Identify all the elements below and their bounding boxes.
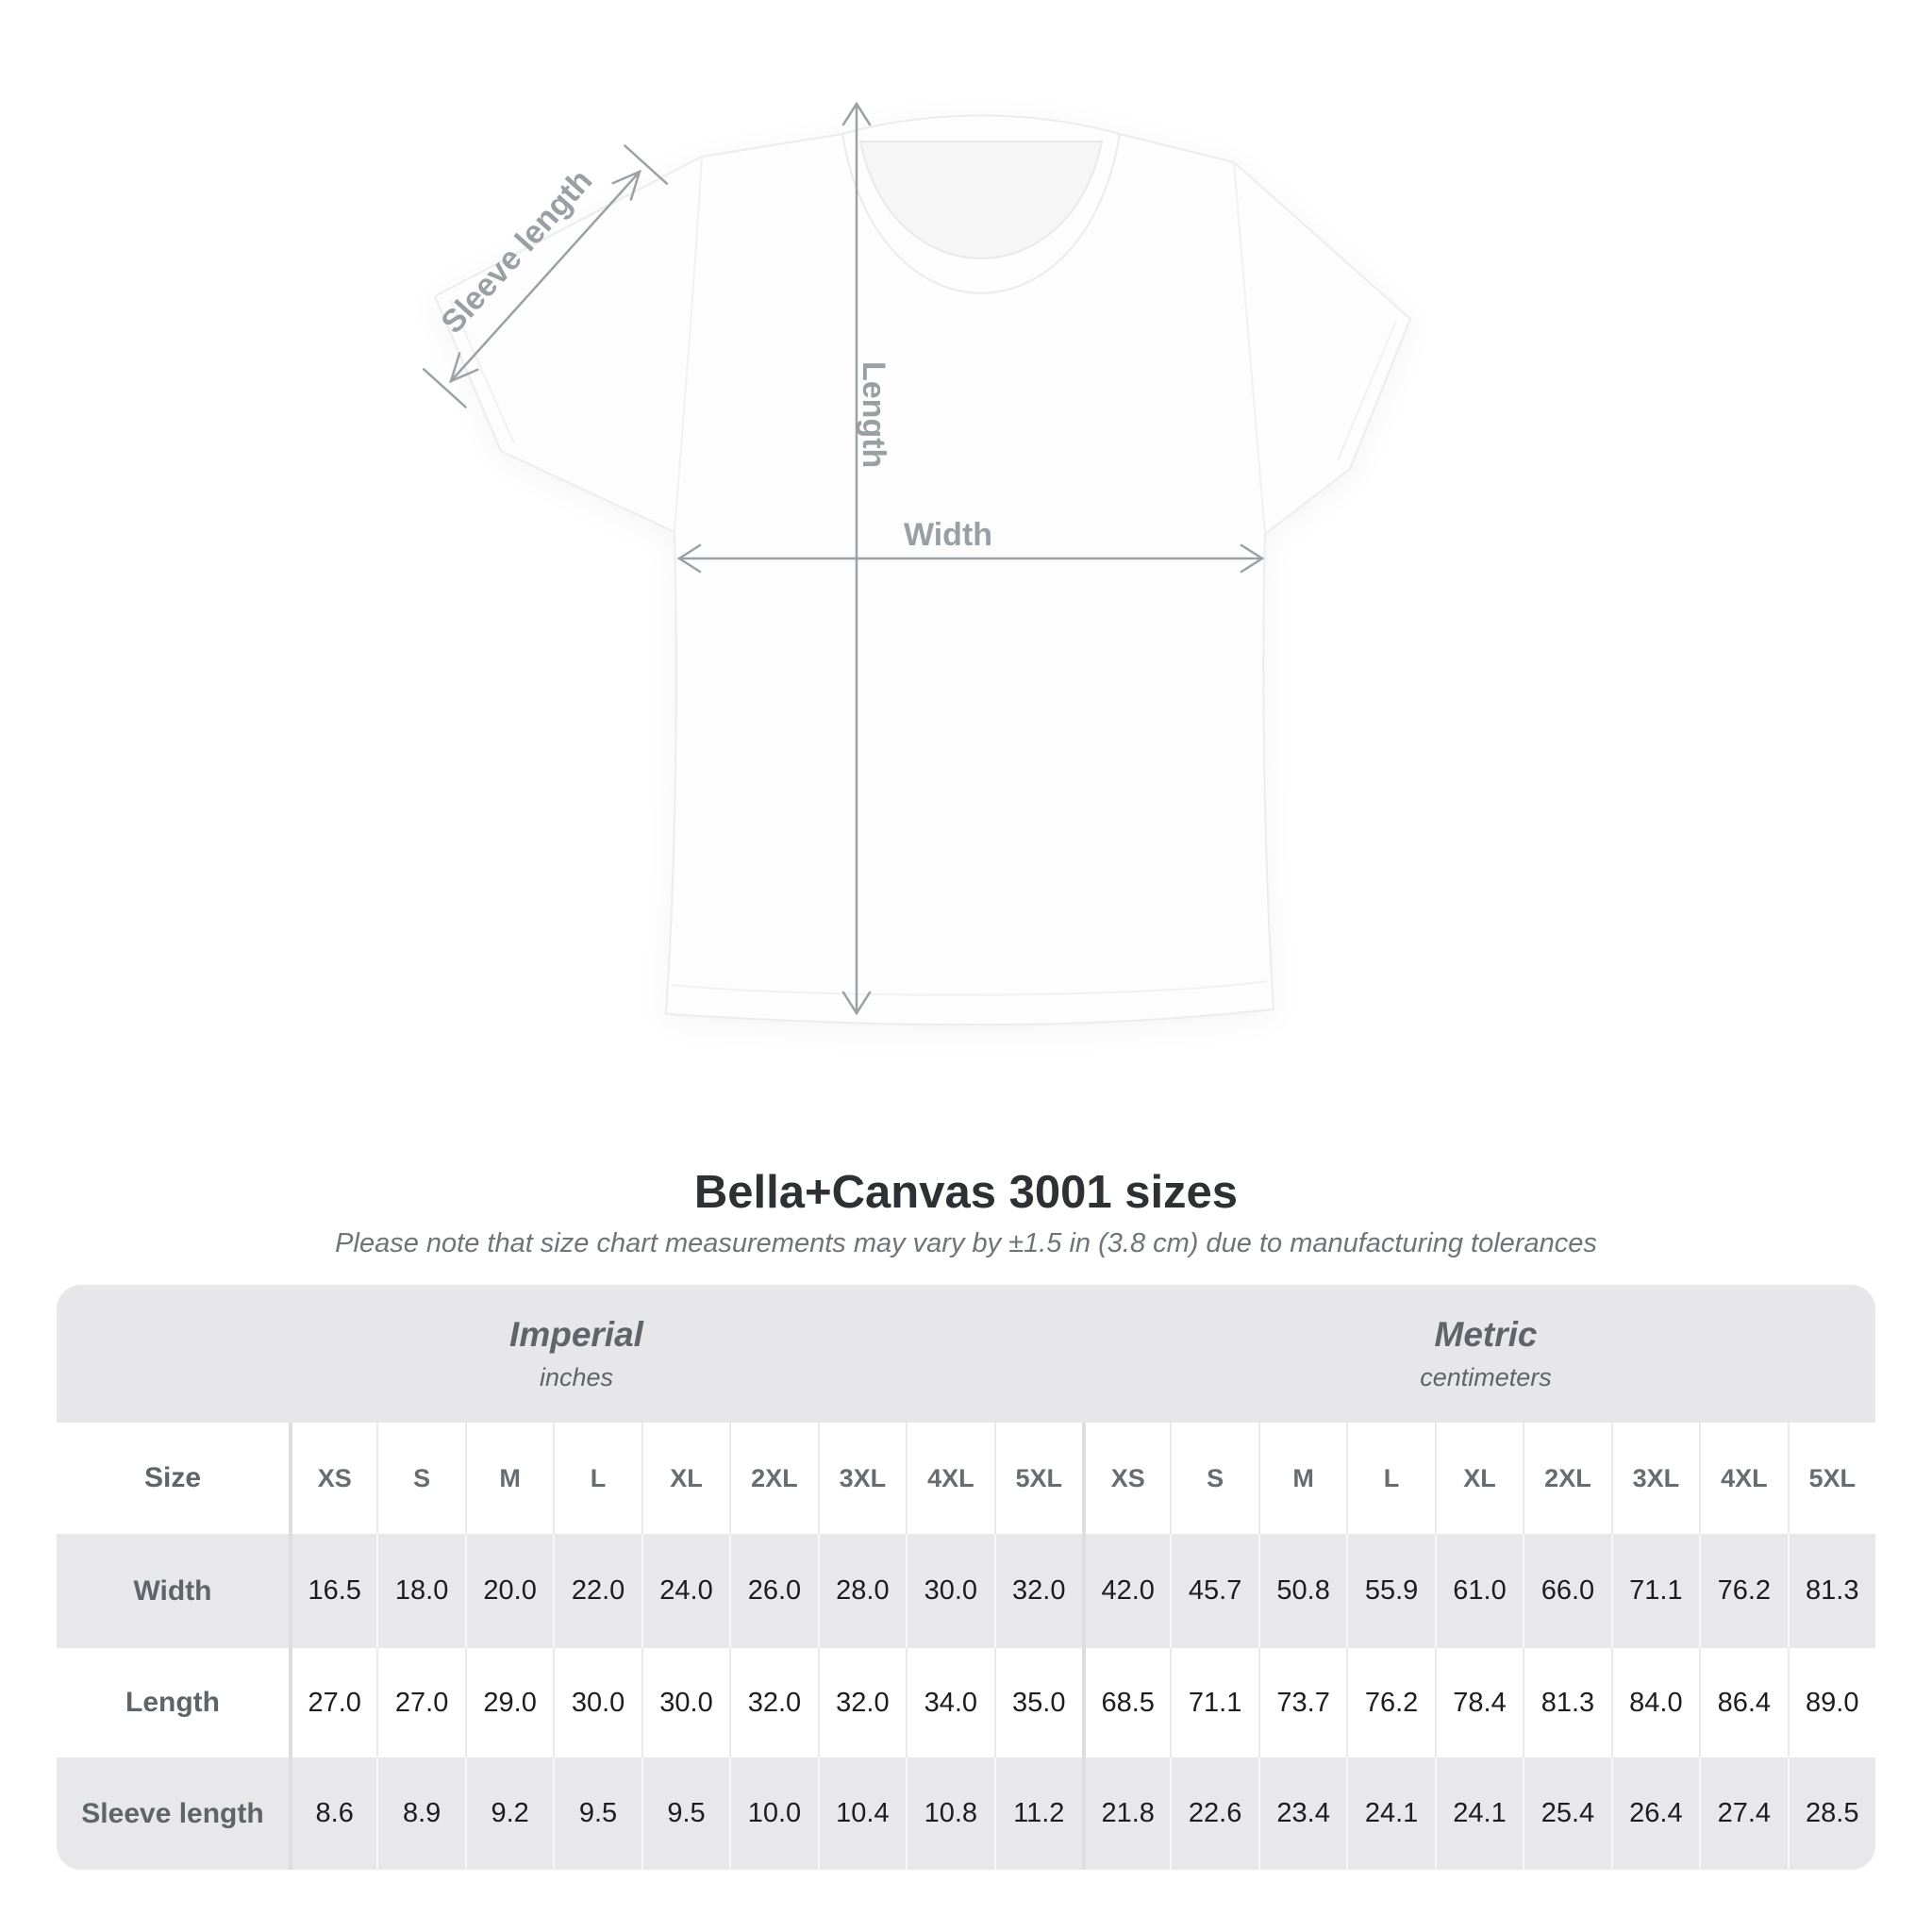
value-cell: 29.0 [464,1648,553,1757]
imperial-section-header: Imperial inches [57,1285,1096,1423]
size-header-cell: L [1346,1423,1434,1534]
value-cell: 50.8 [1257,1534,1346,1648]
value-cell: 35.0 [993,1648,1082,1757]
size-header-cell: 2XL [729,1423,817,1534]
imperial-unit: inches [539,1363,614,1391]
value-cell: 10.4 [817,1757,906,1870]
value-cell: 8.6 [289,1757,376,1870]
size-column-header: Size [143,1462,202,1493]
value-cell: 24.1 [1346,1757,1434,1870]
metric-section-header: Metric centimeters [1096,1285,1875,1423]
value-cell: 71.1 [1610,1534,1699,1648]
value-cell: 21.8 [1081,1757,1170,1870]
value-cell: 10.8 [906,1757,993,1870]
size-header-cell: L [553,1423,641,1534]
size-header-cell: XL [641,1423,729,1534]
value-cell: 27.0 [289,1648,376,1757]
sleeve-length-arrow [422,144,669,408]
value-cell: 20.0 [464,1534,553,1648]
size-header-cell: S [376,1423,464,1534]
value-cell: 26.0 [729,1534,817,1648]
value-cell: 32.0 [993,1534,1082,1648]
value-cell: 81.3 [1787,1534,1875,1648]
size-header-cell: 3XL [1610,1423,1699,1534]
size-table: Imperial inches Metric centimeters Size … [57,1285,1875,1870]
value-cell: 34.0 [906,1648,993,1757]
table-row-sleeve-length: Sleeve length 8.6 8.9 9.2 9.5 9.5 10.0 1… [57,1757,1875,1870]
length-label: Length [856,361,891,468]
value-cell: 76.2 [1346,1648,1434,1757]
value-cell: 26.4 [1610,1757,1699,1870]
value-cell: 68.5 [1081,1648,1170,1757]
value-cell: 55.9 [1346,1534,1434,1648]
value-cell: 78.4 [1434,1648,1523,1757]
metric-title: Metric [1434,1315,1538,1354]
value-cell: 9.5 [641,1757,729,1870]
size-header-cell: XS [1081,1423,1170,1534]
value-cell: 25.4 [1523,1757,1610,1870]
value-cell: 24.0 [641,1534,729,1648]
value-cell: 28.5 [1787,1757,1875,1870]
value-cell: 16.5 [289,1534,376,1648]
metric-unit: centimeters [1420,1363,1552,1391]
value-cell: 30.0 [906,1534,993,1648]
value-cell: 22.0 [553,1534,641,1648]
value-cell: 23.4 [1257,1757,1346,1870]
size-header-cell: 5XL [1787,1423,1875,1534]
row-label: Sleeve length [81,1797,264,1829]
row-label: Width [133,1574,212,1607]
value-cell: 81.3 [1523,1648,1610,1757]
size-header-cell: S [1170,1423,1257,1534]
width-arrow [676,543,1265,574]
row-label: Length [125,1687,220,1718]
value-cell: 45.7 [1170,1534,1257,1648]
value-cell: 18.0 [376,1534,464,1648]
size-header-cell: 5XL [993,1423,1082,1534]
imperial-title: Imperial [509,1315,643,1354]
value-cell: 61.0 [1434,1534,1523,1648]
value-cell: 42.0 [1081,1534,1170,1648]
value-cell: 8.9 [376,1757,464,1870]
table-row-width: Width 16.5 18.0 20.0 22.0 24.0 26.0 28.0… [57,1534,1875,1648]
tshirt-illustration [433,114,1412,1026]
size-header-cell: M [464,1423,553,1534]
value-cell: 10.0 [729,1757,817,1870]
value-cell: 73.7 [1257,1648,1346,1757]
value-cell: 27.4 [1699,1757,1787,1870]
value-cell: 32.0 [729,1648,817,1757]
value-cell: 71.1 [1170,1648,1257,1757]
tshirt-measurement-diagram: Length Width Sleeve length [422,101,1412,1026]
size-header-cell: M [1257,1423,1346,1534]
size-header-cell: XL [1434,1423,1523,1534]
size-header-row: Size XS S M L XL 2XL 3XL 4XL 5XL XS S M … [57,1423,1875,1534]
tolerance-note: Please note that size chart measurements… [335,1228,1597,1258]
value-cell: 28.0 [817,1534,906,1648]
table-row-length: Length 27.0 27.0 29.0 30.0 30.0 32.0 32.… [57,1648,1875,1757]
size-header-cell: 3XL [817,1423,906,1534]
value-cell: 27.0 [376,1648,464,1757]
value-cell: 84.0 [1610,1648,1699,1757]
size-header-cell: 2XL [1523,1423,1610,1534]
value-cell: 76.2 [1699,1534,1787,1648]
value-cell: 9.2 [464,1757,553,1870]
size-header-cell: 4XL [906,1423,993,1534]
value-cell: 89.0 [1787,1648,1875,1757]
unit-band: Imperial inches Metric centimeters [57,1285,1875,1423]
width-label: Width [904,517,992,553]
page-title: Bella+Canvas 3001 sizes [693,1167,1239,1218]
value-cell: 30.0 [553,1648,641,1757]
value-cell: 66.0 [1523,1534,1610,1648]
size-header-cell: 4XL [1699,1423,1787,1534]
value-cell: 86.4 [1699,1648,1787,1757]
value-cell: 9.5 [553,1757,641,1870]
value-cell: 30.0 [641,1648,729,1757]
size-header-cell: XS [289,1423,376,1534]
value-cell: 11.2 [993,1757,1082,1870]
value-cell: 32.0 [817,1648,906,1757]
value-cell: 24.1 [1434,1757,1523,1870]
value-cell: 22.6 [1170,1757,1257,1870]
